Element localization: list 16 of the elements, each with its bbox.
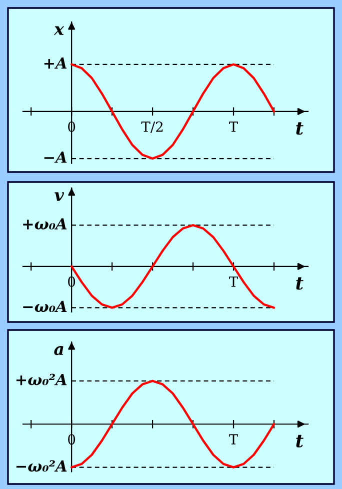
ref-line-label: +ω₀A (23, 218, 67, 230)
ref-line-label: −A (44, 152, 67, 163)
ref-line-label: +A (44, 57, 67, 69)
x-axis-title: t (296, 277, 304, 290)
x-tick-label: T (229, 276, 238, 287)
x-tick-label: T (229, 122, 238, 132)
ref-line-label: +ω₀²A (16, 374, 67, 386)
x-axis-title: t (296, 122, 304, 135)
y-axis-title: a (54, 346, 64, 356)
ref-line-label: −ω₀²A (16, 460, 67, 472)
x-axis-title: t (296, 434, 304, 448)
x-tick-label: T (229, 434, 238, 444)
y-axis-title: x (54, 26, 64, 35)
ref-line-label: −ω₀A (23, 300, 67, 312)
y-axis-title: v (54, 192, 64, 201)
x-tick-label: T/2 (141, 121, 163, 134)
